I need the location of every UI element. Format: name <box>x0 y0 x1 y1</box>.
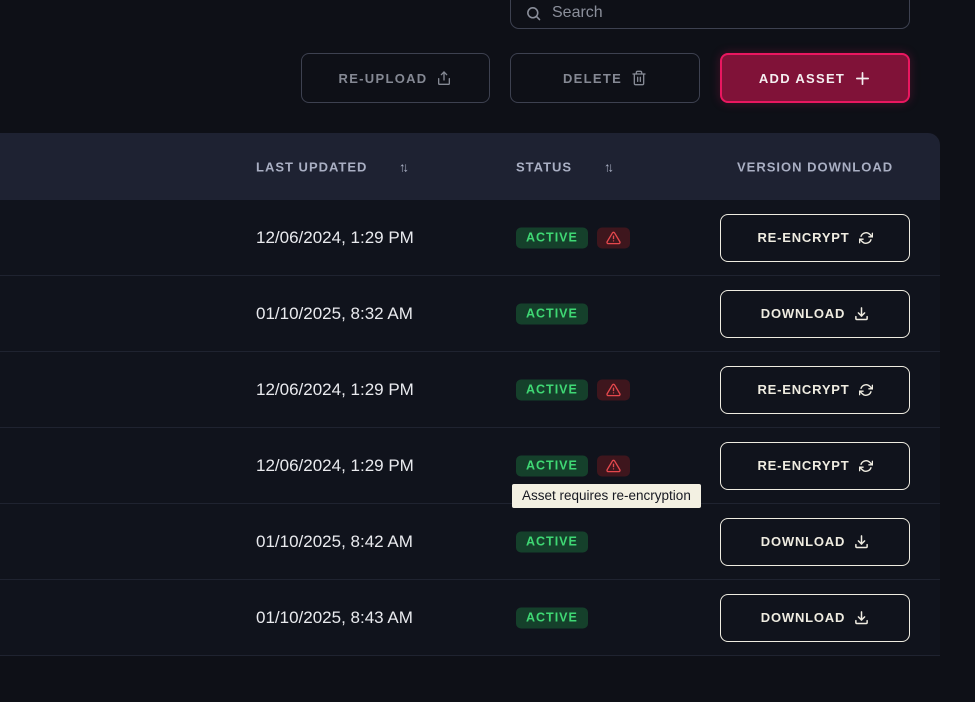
search-box[interactable] <box>510 0 910 29</box>
last-updated-value: 12/06/2024, 1:29 PM <box>256 379 414 399</box>
download-button[interactable]: DOWNLOAD <box>720 593 910 642</box>
table-row: 12/06/2024, 1:29 PM ACTIVE RE-ENCRYPT <box>0 352 940 428</box>
re-encrypt-label: RE-ENCRYPT <box>757 382 850 397</box>
status-badge: ACTIVE <box>516 303 588 324</box>
status-cell: ACTIVE <box>516 455 630 476</box>
re-encrypt-button[interactable]: RE-ENCRYPT <box>720 441 910 490</box>
status-badge: ACTIVE <box>516 607 588 628</box>
status-cell: ACTIVE <box>516 303 588 324</box>
table-row: 01/10/2025, 8:43 AM ACTIVE DOWNLOAD <box>0 580 940 656</box>
status-cell: ACTIVE <box>516 607 588 628</box>
re-encrypt-button[interactable]: RE-ENCRYPT <box>720 365 910 414</box>
warning-icon[interactable] <box>596 227 630 248</box>
status-cell: ACTIVE <box>516 531 588 552</box>
re-encrypt-button[interactable]: RE-ENCRYPT <box>720 213 910 262</box>
download-icon <box>854 610 869 625</box>
sort-icon-status[interactable]: ↑↓ <box>604 159 614 174</box>
column-header-version-download: VERSION DOWNLOAD <box>737 159 894 174</box>
table-row: 12/06/2024, 1:29 PM ACTIVE RE-ENCRYPT <box>0 200 940 276</box>
add-asset-button[interactable]: ADD ASSET <box>720 53 910 103</box>
plus-icon <box>854 70 871 87</box>
column-header-last-updated: LAST UPDATED <box>256 159 368 174</box>
delete-button[interactable]: DELETE <box>510 53 700 103</box>
refresh-icon <box>858 231 873 245</box>
download-button[interactable]: DOWNLOAD <box>720 517 910 566</box>
delete-label: DELETE <box>562 70 623 86</box>
assets-table: LAST UPDATED ↑↓ STATUS ↑↓ VERSION DOWNLO… <box>0 133 940 656</box>
search-icon <box>525 5 542 22</box>
download-icon <box>854 534 869 549</box>
status-badge: ACTIVE <box>516 531 588 552</box>
table-row: 01/10/2025, 8:42 AM ACTIVE DOWNLOAD <box>0 504 940 580</box>
last-updated-value: 12/06/2024, 1:29 PM <box>256 455 414 475</box>
last-updated-value: 01/10/2025, 8:43 AM <box>256 607 413 627</box>
upload-icon <box>436 70 452 86</box>
status-badge: ACTIVE <box>516 379 588 400</box>
download-button[interactable]: DOWNLOAD <box>720 289 910 338</box>
refresh-icon <box>858 459 873 473</box>
table-row: 01/10/2025, 8:32 AM ACTIVE DOWNLOAD <box>0 276 940 352</box>
add-asset-label: ADD ASSET <box>758 70 846 86</box>
table-row: 12/06/2024, 1:29 PM ACTIVE RE-ENCRYPT <box>0 428 940 504</box>
refresh-icon <box>858 383 873 397</box>
last-updated-value: 01/10/2025, 8:42 AM <box>256 531 413 551</box>
status-cell: ACTIVE <box>516 227 630 248</box>
re-upload-button[interactable]: RE-UPLOAD <box>301 53 490 103</box>
status-badge: ACTIVE <box>516 455 588 476</box>
warning-icon[interactable] <box>596 455 630 476</box>
download-icon <box>854 306 869 321</box>
re-encrypt-label: RE-ENCRYPT <box>757 230 850 245</box>
last-updated-value: 01/10/2025, 8:32 AM <box>256 303 413 323</box>
download-label: DOWNLOAD <box>760 610 846 625</box>
table-header: LAST UPDATED ↑↓ STATUS ↑↓ VERSION DOWNLO… <box>0 133 940 200</box>
status-cell: ACTIVE <box>516 379 630 400</box>
re-upload-label: RE-UPLOAD <box>338 70 428 86</box>
download-label: DOWNLOAD <box>760 534 846 549</box>
re-encrypt-label: RE-ENCRYPT <box>757 458 850 473</box>
last-updated-value: 12/06/2024, 1:29 PM <box>256 227 414 247</box>
download-label: DOWNLOAD <box>760 306 846 321</box>
warning-tooltip: Asset requires re-encryption <box>512 484 701 508</box>
status-badge: ACTIVE <box>516 227 588 248</box>
search-input[interactable] <box>552 4 895 22</box>
column-header-status: STATUS <box>516 159 573 174</box>
trash-icon <box>631 70 647 86</box>
sort-icon-last-updated[interactable]: ↑↓ <box>399 159 409 174</box>
table-body: 12/06/2024, 1:29 PM ACTIVE RE-ENCRYPT <box>0 200 940 656</box>
warning-icon[interactable] <box>596 379 630 400</box>
